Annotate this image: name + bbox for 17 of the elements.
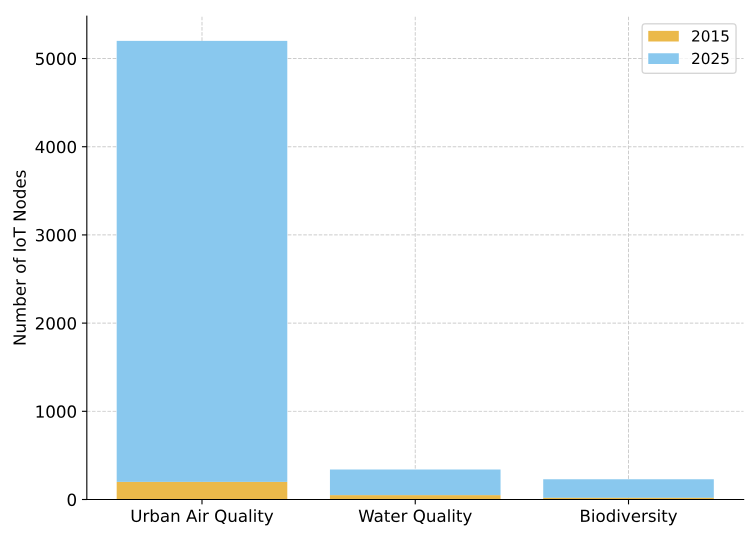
bar <box>543 479 714 498</box>
y-tick-label: 4000 <box>36 140 76 154</box>
bar <box>116 482 288 500</box>
legend-label: 2015 <box>692 30 729 42</box>
x-tick-label: Water Quality <box>358 509 472 526</box>
y-tick-label: 0 <box>68 493 76 506</box>
y-axis-title: Number of IoT Nodes <box>13 170 26 344</box>
y-tick-label: 1000 <box>36 405 76 418</box>
y-tick-label: 2000 <box>36 317 76 330</box>
bar <box>116 40 288 482</box>
y-tick-label: 3000 <box>36 228 76 242</box>
x-tick-label: Urban Air Quality <box>132 509 274 526</box>
bar <box>330 470 501 496</box>
y-tick-label: 5000 <box>36 52 76 66</box>
x-tick-label: Biodiversity <box>581 509 678 526</box>
bar <box>330 495 501 500</box>
legend-label: 2025 <box>692 52 729 64</box>
